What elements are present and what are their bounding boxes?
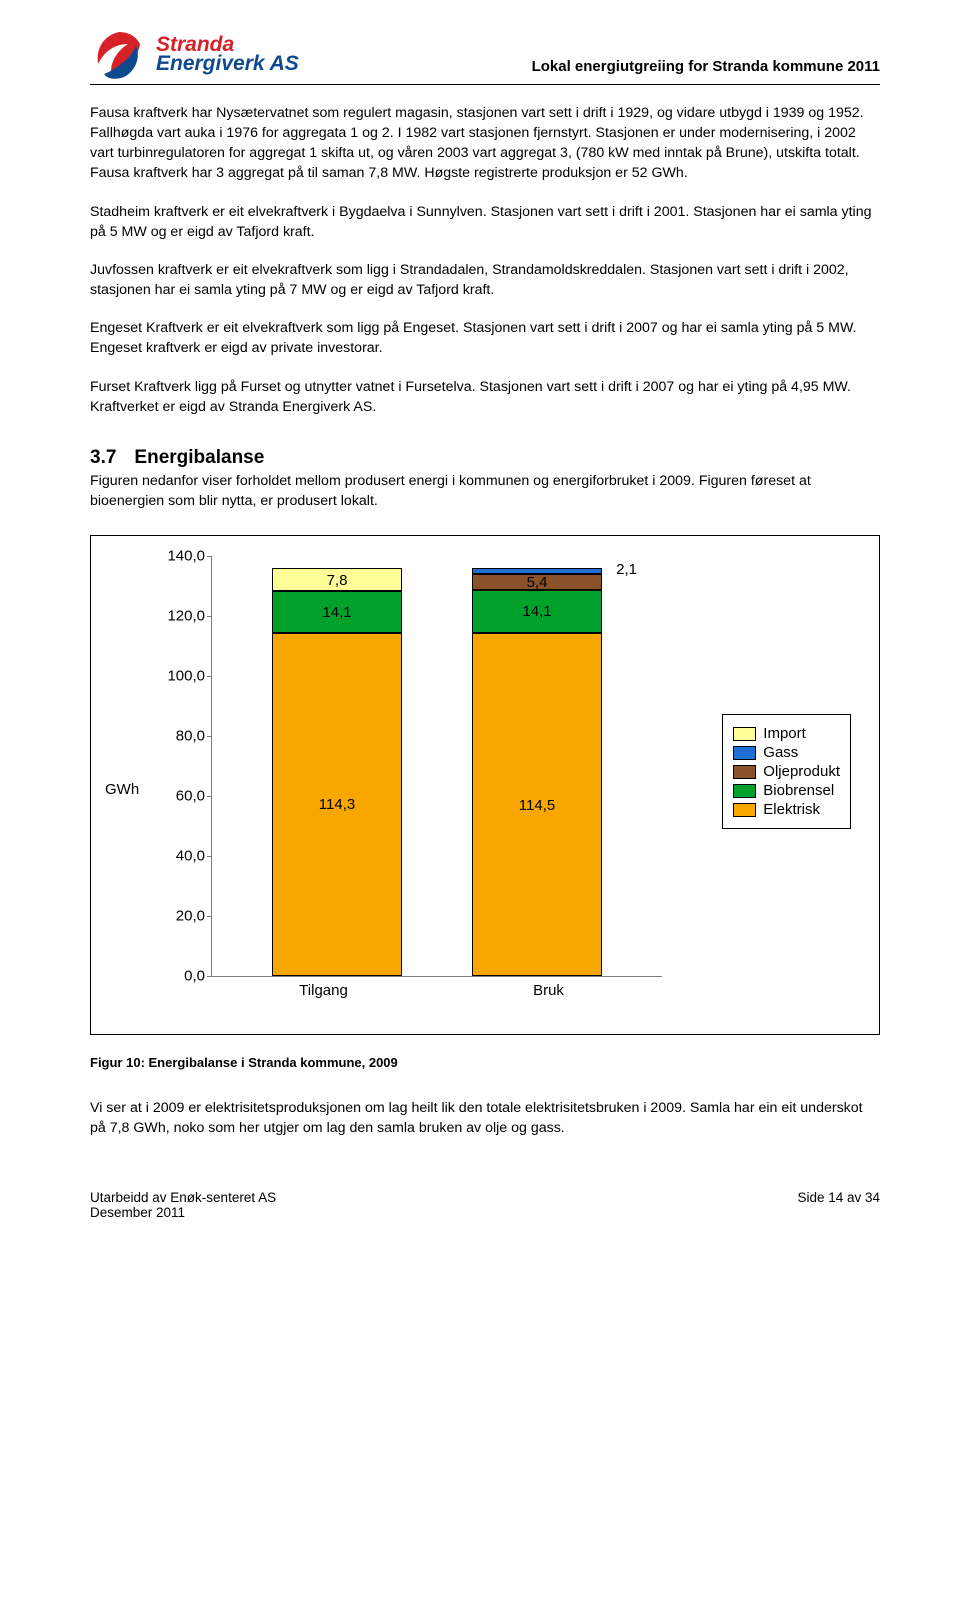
chart-legend: Import Gass Oljeprodukt Biobrensel Elektrisk — [722, 714, 851, 829]
y-tick-label: 80,0 — [149, 728, 205, 745]
logo-line-2: Energiverk AS — [156, 55, 299, 74]
paragraph: Figuren nedanfor viser forholdet mellom … — [90, 471, 880, 511]
legend-label: Elektrisk — [763, 801, 820, 818]
x-tick-label: Tilgang — [211, 982, 436, 999]
legend-label: Biobrensel — [763, 782, 834, 799]
plot-area: 7,814,1114,32,15,414,1114,5 — [211, 556, 662, 977]
legend-label: Import — [763, 725, 806, 742]
paragraph: Furset Kraftverk ligg på Furset og utnyt… — [90, 377, 880, 417]
bar-segment: 114,5 — [472, 633, 602, 977]
footer-date: Desember 2011 — [90, 1205, 276, 1220]
legend-swatch — [733, 803, 756, 817]
logo-text: Stranda Energiverk AS — [156, 36, 299, 74]
legend-item: Oljeprodukt — [733, 763, 840, 780]
footer-author: Utarbeidd av Enøk-senteret AS — [90, 1190, 276, 1205]
legend-swatch — [733, 727, 756, 741]
paragraph: Fausa kraftverk har Nysætervatnet som re… — [90, 103, 880, 184]
figure-caption: Figur 10: Energibalanse i Stranda kommun… — [90, 1055, 880, 1070]
legend-swatch — [733, 765, 756, 779]
bar-segment: 114,3 — [272, 633, 402, 976]
y-tick-label: 0,0 — [149, 968, 205, 985]
legend-label: Gass — [763, 744, 798, 761]
y-tick-label: 40,0 — [149, 848, 205, 865]
header-rule — [90, 84, 880, 85]
y-tick-label: 60,0 — [149, 788, 205, 805]
section-number: 3.7 — [90, 447, 116, 468]
y-tick-label: 140,0 — [149, 548, 205, 565]
footer-page-number: Side 14 av 34 — [797, 1190, 880, 1220]
bar-segment: 14,1 — [472, 590, 602, 632]
legend-item: Gass — [733, 744, 840, 761]
chart-bar: 7,814,1114,3 — [272, 568, 402, 977]
y-tick-label: 20,0 — [149, 908, 205, 925]
logo-icon — [90, 30, 148, 80]
header-title: Lokal energiutgreiing for Stranda kommun… — [532, 58, 880, 75]
energibalanse-chart: GWh 0,0 20,0 40,0 60,0 80,0 100,0 120,0 140,0 7… — [90, 535, 880, 1035]
y-axis: 0,020,040,060,080,0100,0120,0140,0 — [149, 556, 205, 976]
bar-segment: 7,8 — [272, 568, 402, 591]
section-heading: 3.7 Energibalanse — [90, 447, 880, 469]
page-footer: Utarbeidd av Enøk-senteret AS Desember 2… — [90, 1177, 880, 1220]
y-axis-label: GWh — [105, 781, 139, 798]
paragraph: Vi ser at i 2009 er elektrisitetsproduks… — [90, 1098, 880, 1138]
paragraph: Stadheim kraftverk er eit elvekraftverk … — [90, 202, 880, 242]
bar-segment: 14,1 — [272, 591, 402, 633]
x-tick-label: Bruk — [436, 982, 661, 999]
x-axis-labels: TilgangBruk — [211, 982, 661, 999]
section-title-text: Energibalanse — [134, 447, 264, 468]
bar-segment: 5,4 — [472, 574, 602, 590]
y-tick-label: 120,0 — [149, 608, 205, 625]
legend-swatch — [733, 746, 756, 760]
footer-left: Utarbeidd av Enøk-senteret AS Desember 2… — [90, 1190, 276, 1220]
y-tick-label: 100,0 — [149, 668, 205, 685]
paragraph: Juvfossen kraftverk er eit elvekraftverk… — [90, 260, 880, 300]
logo: Stranda Energiverk AS — [90, 30, 299, 80]
chart-bar: 2,15,414,1114,5 — [472, 568, 602, 976]
legend-swatch — [733, 784, 756, 798]
segment-label: 2,1 — [616, 563, 637, 577]
legend-item: Biobrensel — [733, 782, 840, 799]
legend-item: Import — [733, 725, 840, 742]
legend-item: Elektrisk — [733, 801, 840, 818]
legend-label: Oljeprodukt — [763, 763, 840, 780]
paragraph: Engeset Kraftverk er eit elvekraftverk s… — [90, 318, 880, 358]
page-header: Stranda Energiverk AS Lokal energiutgrei… — [90, 30, 880, 80]
